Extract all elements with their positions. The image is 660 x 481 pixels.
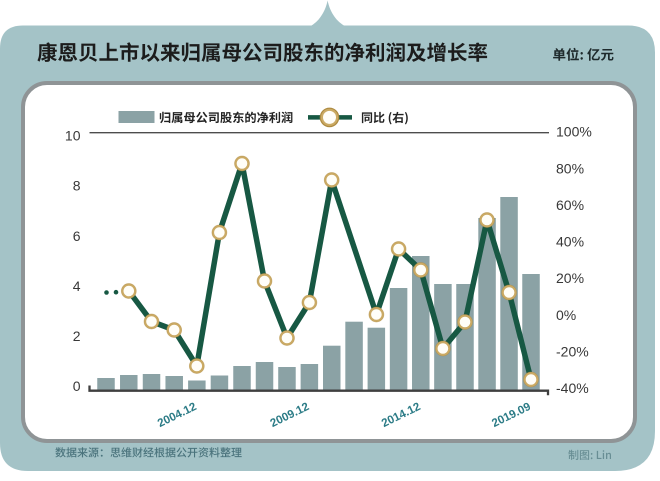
svg-text:4: 4 xyxy=(73,278,81,294)
svg-text:0%: 0% xyxy=(556,307,576,323)
svg-text:6: 6 xyxy=(73,228,81,244)
svg-text:40%: 40% xyxy=(556,234,584,250)
svg-text:60%: 60% xyxy=(556,197,584,213)
svg-text:80%: 80% xyxy=(556,160,584,176)
svg-text:20%: 20% xyxy=(556,270,584,286)
svg-text:-20%: -20% xyxy=(556,344,589,360)
svg-text:8: 8 xyxy=(73,178,81,194)
svg-text:2: 2 xyxy=(73,328,81,344)
svg-text:10: 10 xyxy=(65,128,81,144)
svg-text:100%: 100% xyxy=(556,124,592,140)
svg-text:-40%: -40% xyxy=(556,380,589,396)
svg-text:0: 0 xyxy=(73,378,81,394)
